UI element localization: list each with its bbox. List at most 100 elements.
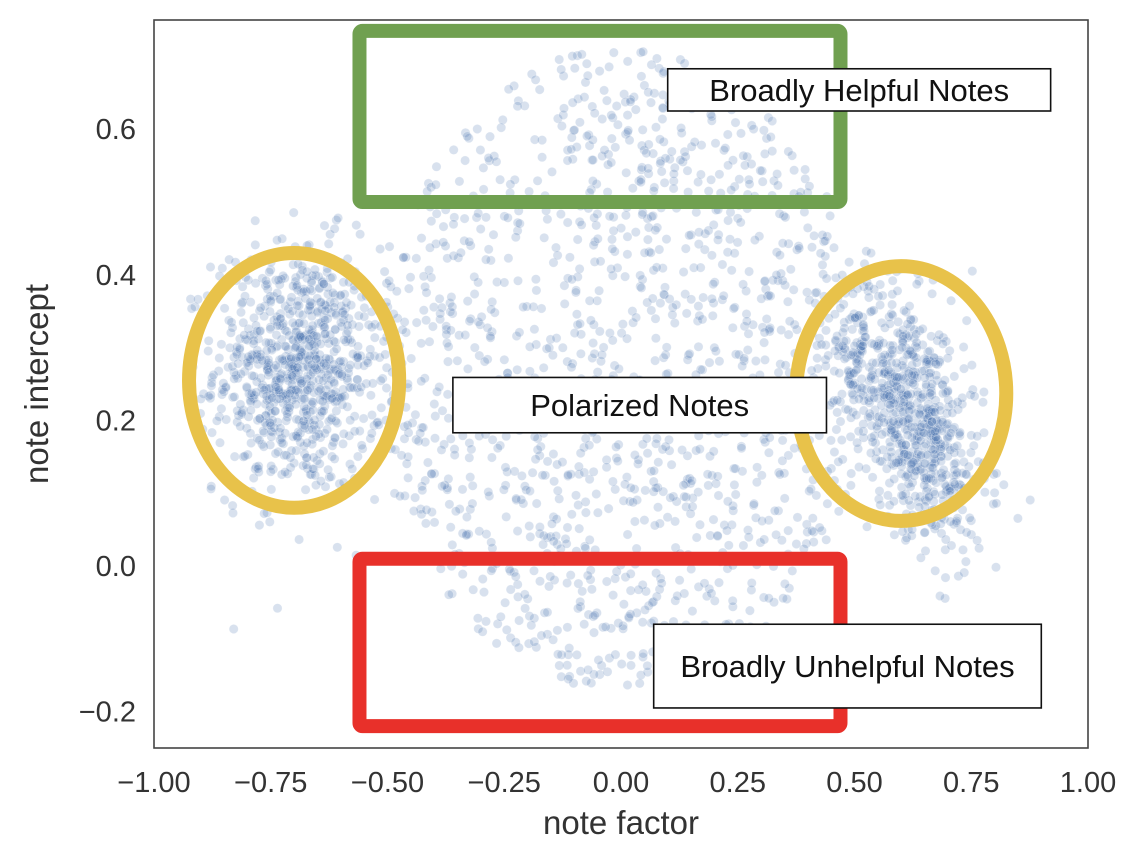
data-point (342, 375, 353, 386)
data-point (462, 363, 473, 374)
data-point (292, 280, 302, 291)
data-point (551, 514, 562, 524)
data-point (329, 364, 340, 375)
data-point (338, 314, 349, 325)
data-point (486, 304, 497, 315)
data-point (808, 537, 819, 547)
data-point (330, 308, 341, 319)
data-point (889, 398, 899, 409)
data-point (655, 156, 666, 166)
data-point (762, 291, 773, 302)
data-point (325, 229, 335, 240)
data-point (731, 349, 741, 360)
data-point (965, 389, 976, 400)
data-point (305, 469, 316, 480)
data-point (287, 361, 298, 371)
data-point (966, 515, 977, 526)
data-point (432, 386, 442, 397)
data-point (254, 520, 265, 530)
data-point (255, 373, 266, 383)
data-point (601, 454, 612, 465)
data-point (294, 300, 304, 311)
data-point (339, 309, 350, 320)
data-point (834, 368, 845, 378)
data-point (552, 539, 563, 550)
data-point (485, 332, 496, 343)
data-point (908, 314, 919, 325)
data-point (306, 399, 317, 410)
data-point (311, 354, 322, 364)
data-point (266, 484, 277, 495)
data-point (321, 333, 332, 344)
data-point (829, 447, 840, 457)
data-point (910, 491, 921, 502)
data-point (588, 611, 599, 622)
data-point (185, 294, 196, 304)
x-tick-label: 0.00 (593, 767, 649, 799)
data-point (722, 129, 733, 140)
x-tick-label: 0.75 (943, 767, 999, 799)
data-point (930, 432, 941, 443)
data-point (272, 603, 283, 614)
data-point (584, 474, 595, 485)
data-point (816, 339, 827, 350)
data-point (955, 524, 966, 535)
data-point (547, 166, 557, 177)
data-point (679, 491, 690, 502)
data-point (636, 164, 647, 175)
data-point (327, 287, 338, 298)
data-point (764, 447, 774, 458)
data-point (255, 349, 266, 360)
data-point (855, 339, 866, 350)
data-point (261, 361, 272, 372)
data-point (949, 442, 960, 453)
data-point (548, 512, 559, 522)
data-point (761, 314, 772, 324)
data-point (832, 331, 842, 341)
data-point (544, 342, 555, 353)
data-point (874, 411, 884, 422)
data-point (655, 298, 666, 308)
data-point (276, 433, 287, 444)
data-point (457, 528, 468, 539)
data-point (256, 382, 267, 393)
data-point (679, 588, 690, 599)
data-point (252, 351, 262, 362)
data-point (464, 452, 475, 463)
data-point (572, 50, 583, 61)
data-point (883, 365, 894, 376)
data-point (448, 144, 459, 155)
data-point (229, 352, 239, 363)
data-point (294, 331, 305, 341)
data-point (651, 438, 661, 449)
data-point (978, 397, 988, 408)
data-point (529, 431, 540, 442)
data-point (858, 390, 869, 400)
data-point (855, 345, 866, 355)
data-point (326, 388, 337, 399)
data-point (284, 357, 295, 368)
data-point (346, 300, 356, 310)
data-point (335, 317, 346, 328)
data-point (927, 406, 937, 417)
data-point (746, 578, 757, 588)
data-point (275, 313, 286, 324)
data-point (689, 137, 700, 147)
data-point (283, 344, 294, 355)
data-point (332, 542, 343, 553)
data-point (888, 460, 899, 471)
data-point (777, 238, 788, 249)
data-point (639, 247, 650, 258)
data-point (800, 173, 811, 184)
data-point (866, 248, 876, 258)
data-point (505, 633, 516, 643)
x-axis-label: note factor (543, 804, 699, 841)
data-point (338, 428, 349, 439)
data-point (843, 365, 854, 376)
data-point (808, 527, 819, 537)
data-point (626, 650, 636, 661)
data-point (686, 141, 697, 152)
data-point (280, 301, 291, 311)
data-point (542, 532, 553, 543)
data-point (380, 349, 391, 360)
